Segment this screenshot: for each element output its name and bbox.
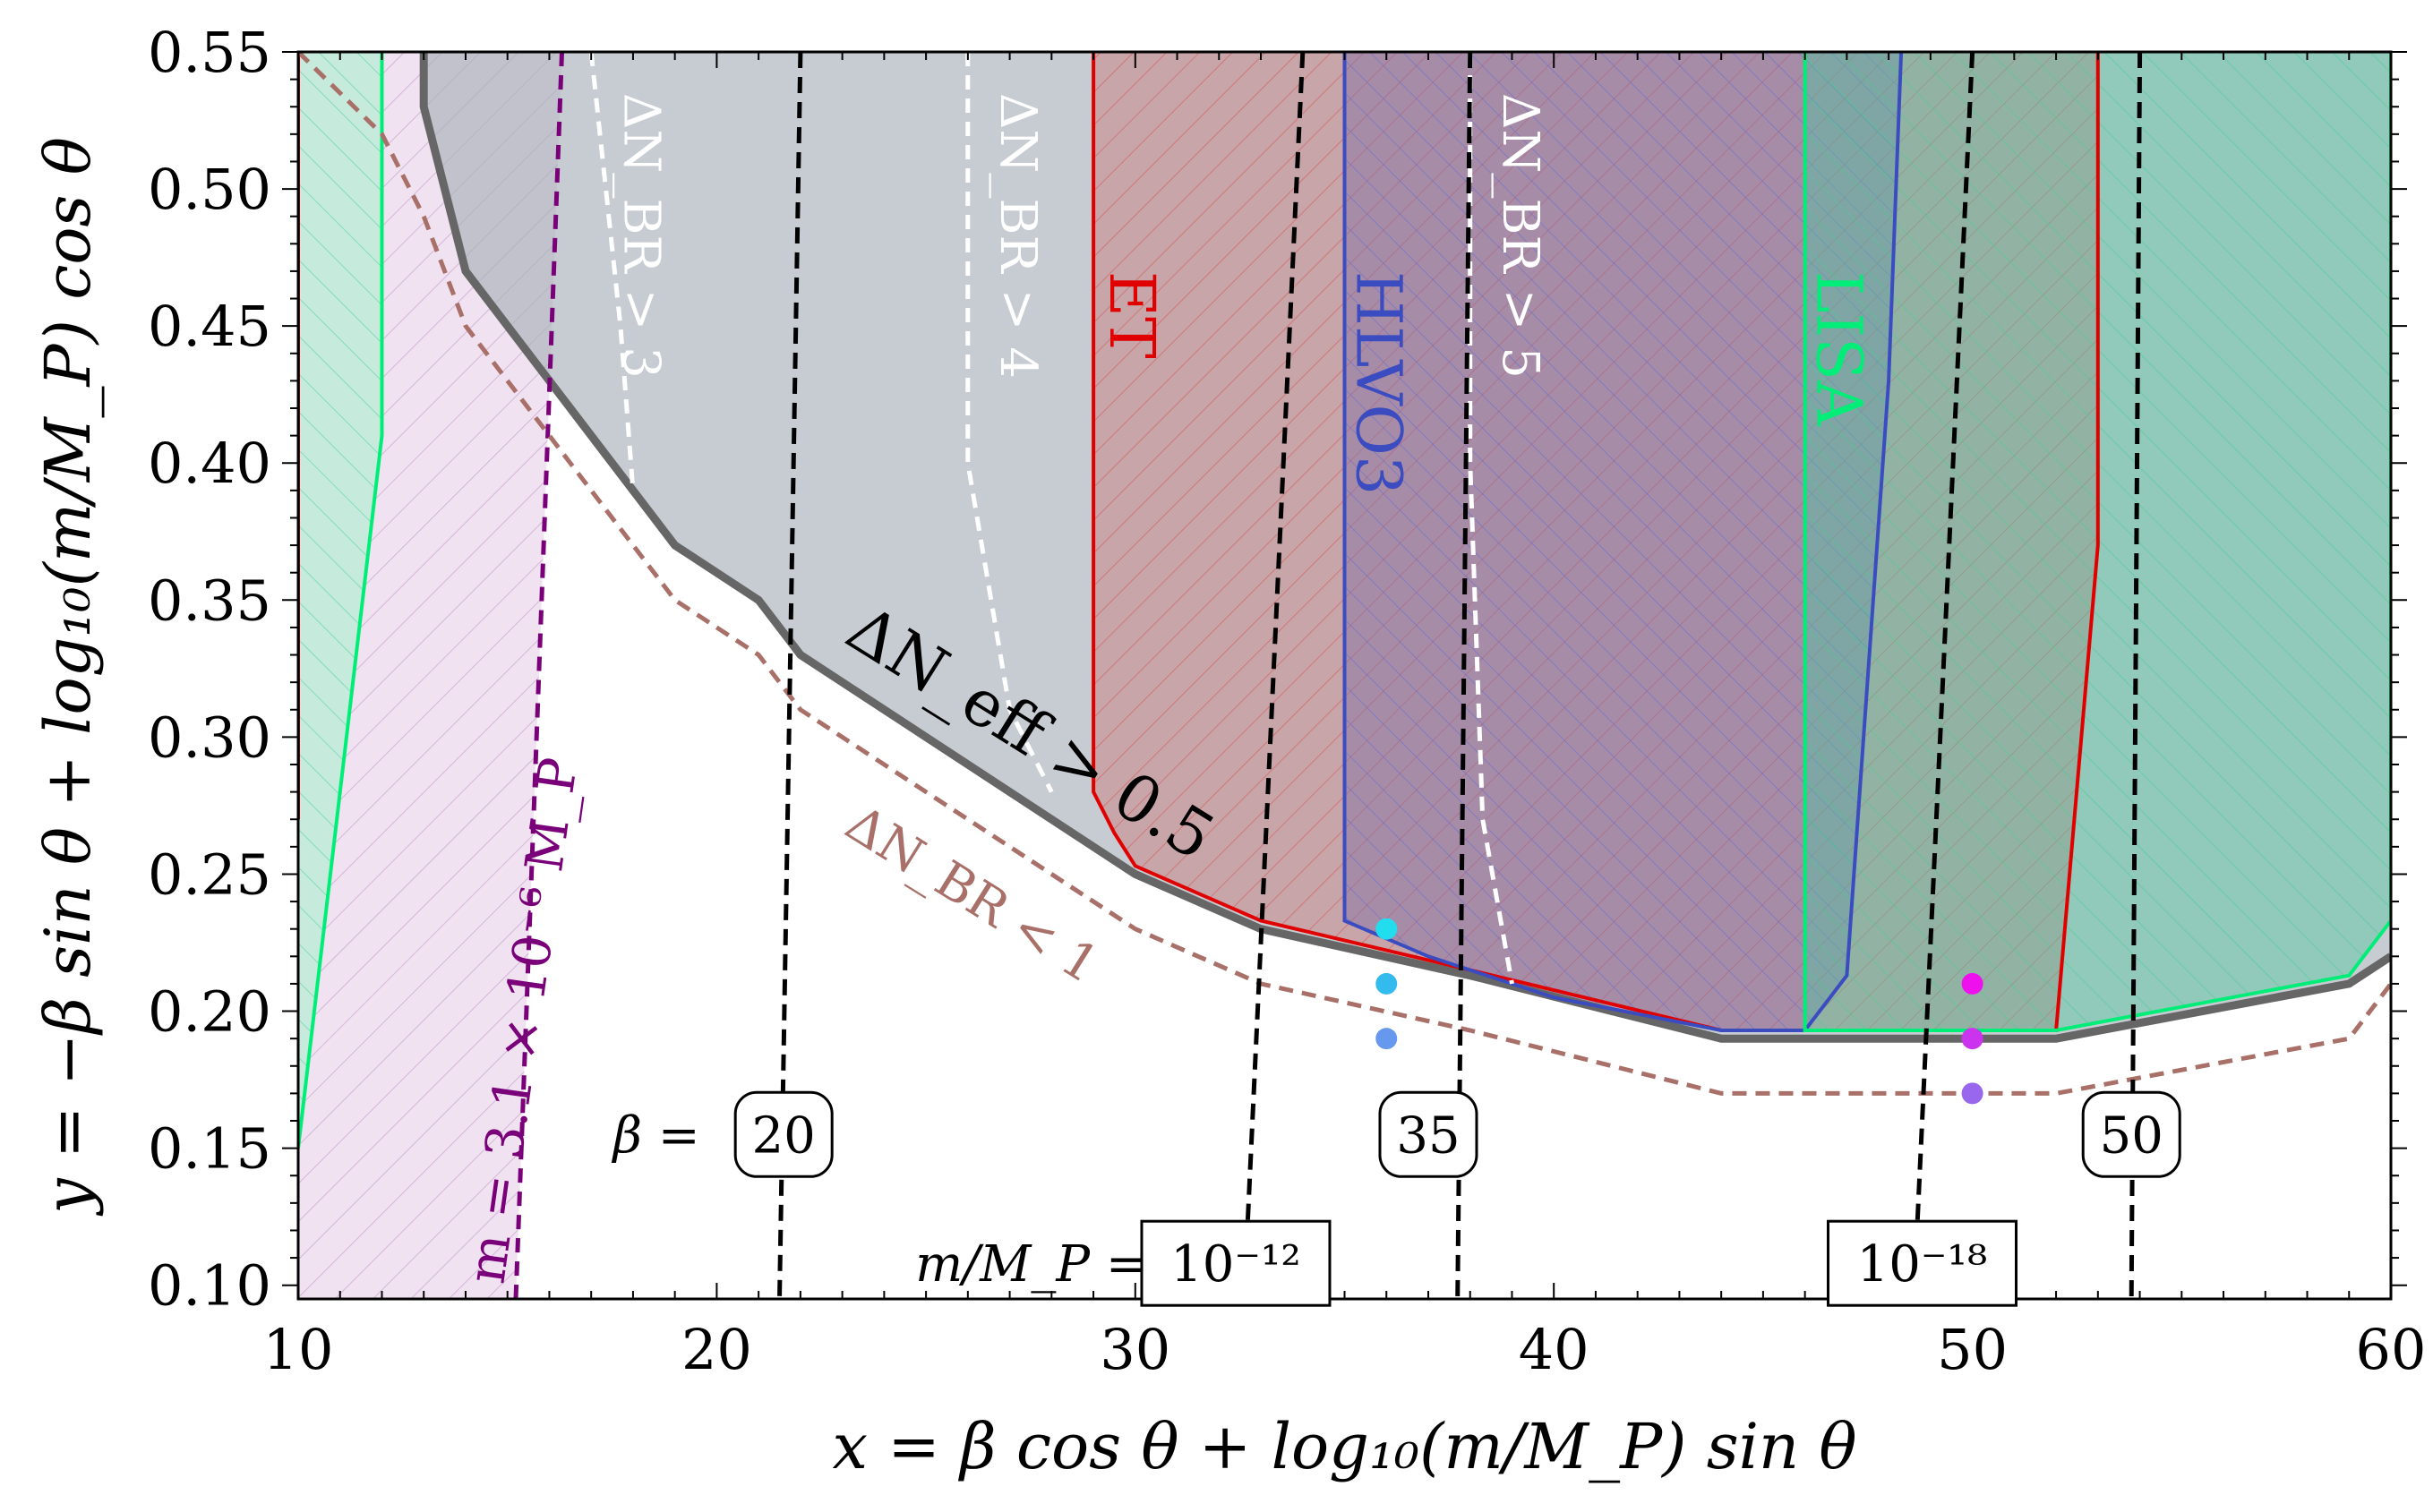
dashed-curve-2 <box>965 52 1054 793</box>
x-tick-label: 60 <box>2356 1317 2427 1382</box>
label-br4: ΔN_BR > 4 <box>989 93 1047 379</box>
benchmark-point-3 <box>1961 972 1983 995</box>
mass-contour-0 <box>1241 52 1306 1299</box>
y-tick-label: 0.25 <box>148 841 271 907</box>
y-tick-label: 0.40 <box>148 431 271 496</box>
region-hlvo3-hatch <box>1344 52 1902 1030</box>
benchmark-point-0 <box>1375 918 1398 940</box>
y-tick-label: 0.10 <box>148 1253 271 1319</box>
lisa-left-edge <box>298 52 384 1149</box>
y-tick-label: 0.35 <box>148 568 271 633</box>
beta-label-50-box <box>2081 1090 2181 1178</box>
y-tick-label: 0.15 <box>148 1116 271 1182</box>
x-tick-label: 40 <box>1519 1317 1589 1382</box>
y-tick-label: 0.50 <box>148 157 271 222</box>
beta-label-35-box <box>1378 1090 1478 1178</box>
dashed-curve-3 <box>1468 52 1514 985</box>
beta-label-20-box <box>733 1090 834 1178</box>
x-tick-label: 10 <box>263 1317 334 1382</box>
label-hlvo3: HLVO3 <box>1342 271 1416 495</box>
mass-contour-1 <box>1911 52 1975 1299</box>
region-lisa-left-hatch <box>298 52 382 1149</box>
plot-layer <box>298 52 2391 1299</box>
x-tick-label: 20 <box>681 1317 752 1382</box>
beta-label-50: 50 <box>2100 1106 2163 1165</box>
beta-label-35: 35 <box>1396 1106 1460 1165</box>
hlvo3-boundary-line <box>1342 52 1904 1032</box>
dashed-curve-1 <box>588 52 636 491</box>
beta-contour-35 <box>1455 52 1473 1299</box>
mass-label-12: 10⁻¹² <box>1170 1235 1301 1294</box>
label-lisa: LISA <box>1803 271 1876 427</box>
mass-label-12-box <box>1140 1219 1332 1307</box>
label-br5: ΔN_BR > 5 <box>1491 93 1549 379</box>
mass-prefix-label: m/M_P = <box>915 1235 1148 1294</box>
benchmark-point-2 <box>1375 1028 1398 1050</box>
beta-label-20: 20 <box>752 1106 816 1165</box>
neff-boundary-line <box>419 52 2391 1043</box>
et-boundary-line <box>1092 52 2100 1032</box>
y-tick-label: 0.55 <box>148 20 271 85</box>
x-axis-title: x = β cos θ + log₁₀(m/M_P) sin θ <box>832 1410 1856 1483</box>
x-tick-label: 30 <box>1100 1317 1170 1382</box>
label-et: ET <box>1095 271 1169 359</box>
beta-prefix-label: β = <box>612 1106 700 1165</box>
benchmark-point-5 <box>1961 1082 1983 1105</box>
x-tick-label: 50 <box>1937 1317 2008 1382</box>
benchmark-point-4 <box>1961 1028 1983 1050</box>
benchmark-point-1 <box>1375 972 1398 995</box>
y-tick-label: 0.30 <box>148 705 271 770</box>
axes-layer: 10 20 30 40 50 60 0.10 0.15 0.20 0.25 0.30 0.35 0.40… <box>31 20 2426 1483</box>
y-axis-title: y = −β sin θ + log₁₀(m/M_P) cos θ <box>31 137 105 1217</box>
mass-label-18-box <box>1827 1219 2018 1307</box>
y-tick-label: 0.20 <box>148 979 271 1045</box>
mass-label-18: 10⁻¹⁸ <box>1857 1235 1988 1294</box>
label-br3: ΔN_BR > 3 <box>613 93 671 379</box>
lisa-boundary-line <box>1803 52 2391 1032</box>
dashed-curve-0 <box>298 52 2391 1096</box>
y-tick-label: 0.45 <box>148 294 271 359</box>
